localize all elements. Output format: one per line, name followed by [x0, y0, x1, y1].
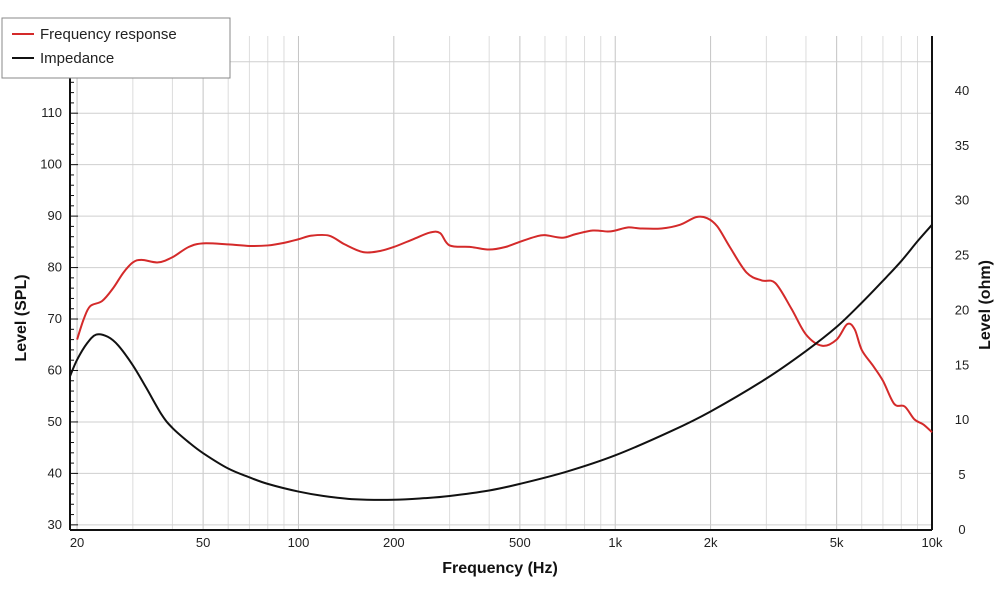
x-tick-label: 5k — [830, 535, 844, 550]
x-tick-label: 200 — [383, 535, 405, 550]
y-left-tick-label: 60 — [48, 362, 62, 377]
x-tick-label: 20 — [70, 535, 84, 550]
y-left-tick-label: 50 — [48, 414, 62, 429]
y-left-tick-label: 100 — [40, 157, 62, 172]
axes — [69, 36, 933, 531]
y-right-tick-label: 30 — [955, 193, 969, 208]
series-line-frequency-response — [76, 215, 933, 433]
y-right-axis-title: Level (ohm) — [977, 260, 994, 350]
legend-box — [1, 17, 231, 79]
legend: Frequency response Impedance — [1, 17, 231, 79]
grid-lines — [70, 36, 932, 530]
y-right-tick-label: 35 — [955, 138, 969, 153]
x-tick-label: 2k — [704, 535, 718, 550]
y-right-tick-label: 25 — [955, 248, 969, 263]
series-lines — [69, 215, 933, 501]
y-right-tick-labels: 0 5 10 15 20 25 30 35 40 — [955, 83, 969, 537]
x-tick-label: 100 — [288, 535, 310, 550]
y-right-tick-label: 10 — [955, 412, 969, 427]
x-tick-label: 500 — [509, 535, 531, 550]
series-line-impedance — [69, 224, 933, 501]
x-tick-label: 1k — [608, 535, 622, 550]
y-left-tick-label: 70 — [48, 311, 62, 326]
y-right-tick-label: 40 — [955, 83, 969, 98]
y-left-tick-label: 40 — [48, 465, 62, 480]
x-tick-label: 50 — [196, 535, 210, 550]
y-left-axis-title: Level (SPL) — [13, 274, 30, 361]
y-left-tick-label: 80 — [48, 260, 62, 275]
x-axis-title: Frequency (Hz) — [442, 560, 558, 577]
legend-label-frequency-response: Frequency response — [40, 26, 177, 43]
y-right-tick-label: 5 — [958, 467, 965, 482]
y-right-tick-label: 15 — [955, 357, 969, 372]
legend-label-impedance: Impedance — [40, 50, 114, 67]
x-tick-label: 10k — [922, 535, 943, 550]
y-left-tick-label: 90 — [48, 208, 62, 223]
y-right-tick-label: 0 — [958, 522, 965, 537]
y-right-tick-label: 20 — [955, 302, 969, 317]
y-left-tick-labels: 30405060708090100110120 — [40, 54, 62, 532]
x-tick-labels: 20 50 100 200 500 1k 2k 5k 10k — [70, 535, 943, 550]
y-left-tick-label: 30 — [48, 517, 62, 532]
y-left-tick-label: 110 — [41, 105, 62, 120]
